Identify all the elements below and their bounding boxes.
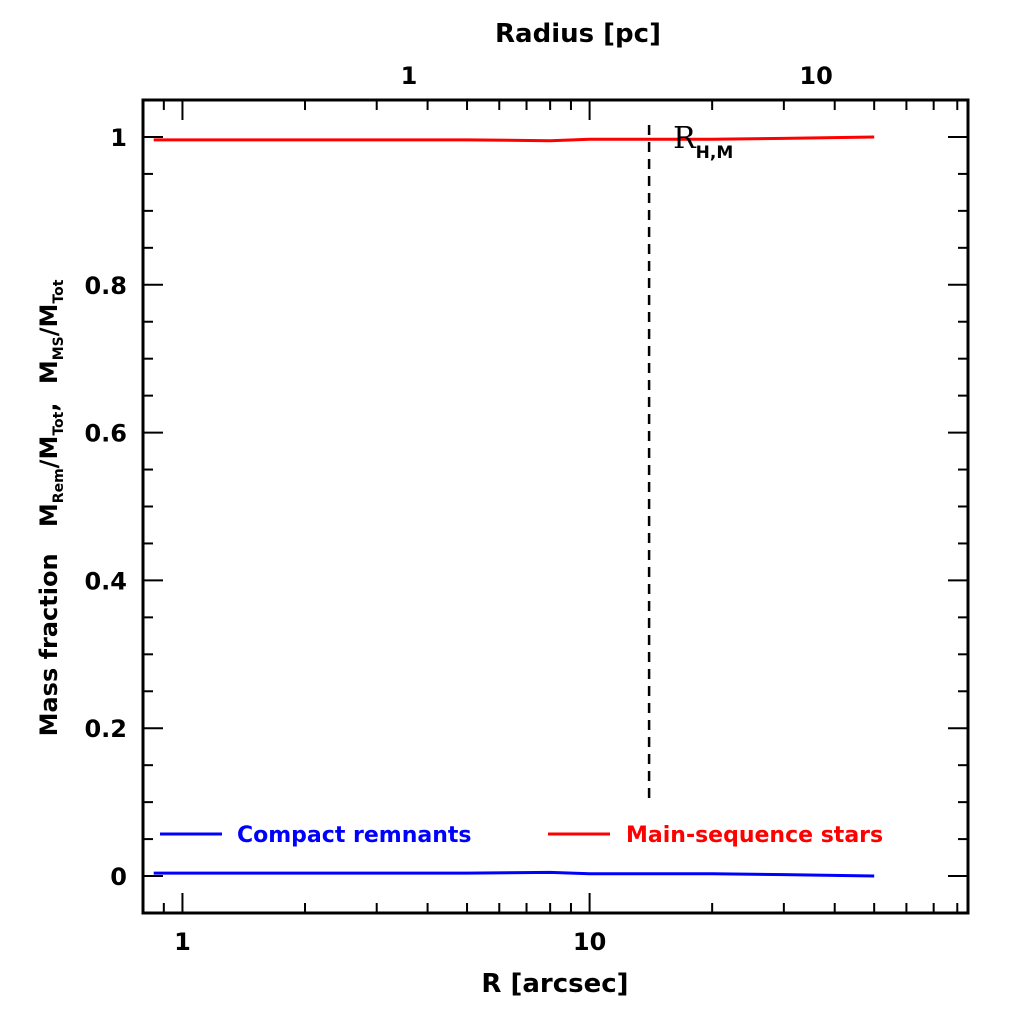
x-axis-title: R [arcsec]	[481, 969, 628, 999]
y-tick-label: 0.4	[84, 567, 127, 595]
y-axis-term1-den-base: M	[35, 436, 63, 460]
x-tick-label: 10	[573, 928, 606, 956]
series-line-compact-remnants	[153, 870, 875, 878]
x2-tick-label: 10	[799, 62, 832, 90]
y-axis-title: Mass fraction MRem/MTot, MMS/MTot	[35, 279, 67, 736]
y-axis-term2-base: M	[35, 360, 63, 384]
y-axis-term2-den-base: M	[35, 304, 63, 328]
half-mass-radius-label-base: R	[673, 121, 697, 156]
y-axis-term2-sub: MS	[51, 336, 67, 360]
y-axis-term1-sub: Rem	[51, 468, 67, 503]
y-axis-term1-den-sub: Tot	[51, 411, 67, 435]
tick-layer	[142, 100, 968, 913]
y-axis-term1-base: M	[35, 503, 63, 527]
x-tick-label: 1	[174, 928, 191, 956]
half-mass-radius-annotation: RH,M	[673, 121, 733, 163]
y-axis-title-prefix: Mass fraction	[35, 553, 63, 736]
plot-frame	[141, 98, 970, 915]
legend-label-compact-remnants: Compact remnants	[237, 823, 471, 848]
series-line-main-sequence-stars	[153, 135, 875, 143]
half-mass-radius-label-sub: H,M	[696, 143, 734, 163]
y-axis-slash2: /	[35, 327, 63, 336]
top-x-axis-title: Radius [pc]	[495, 19, 661, 49]
half-mass-radius-label: RH,M	[673, 121, 733, 163]
y-tick-label: 0.6	[84, 420, 127, 448]
labels-layer: 1 10 1 10 0 0.2 0.4 0.6 0.8 1	[84, 62, 832, 956]
y-tick-label: 0.8	[84, 272, 127, 300]
y-tick-label: 0	[110, 863, 127, 891]
y-tick-label: 0.2	[84, 715, 127, 743]
y-axis-term2-den-sub: Tot	[51, 279, 67, 303]
y-tick-label: 1	[110, 124, 127, 152]
y-axis-slash1: /	[35, 459, 63, 468]
legend: Compact remnants Main-sequence stars	[160, 823, 883, 848]
y-axis-sep: ,	[35, 403, 63, 412]
series-layer	[153, 125, 875, 878]
legend-label-main-sequence-stars: Main-sequence stars	[626, 823, 883, 848]
x2-tick-label: 1	[401, 62, 418, 90]
